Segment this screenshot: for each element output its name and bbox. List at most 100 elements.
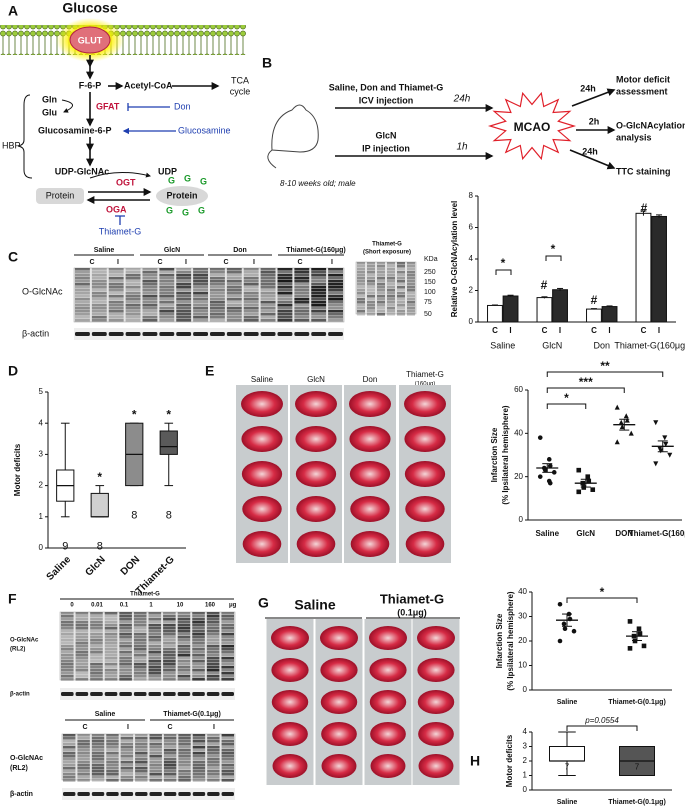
blot-band <box>77 764 90 767</box>
blot-band <box>177 645 191 648</box>
blot-band <box>142 283 158 286</box>
blot-band <box>407 286 415 289</box>
blot-band <box>149 773 162 776</box>
blot-band <box>120 737 134 740</box>
blot-band <box>311 310 327 313</box>
blot-band <box>90 651 103 654</box>
blot-band <box>243 277 259 280</box>
x-tick-label: Thiamet-G(0.1μg) <box>608 799 666 806</box>
actin-band <box>135 792 148 796</box>
blot-band <box>260 307 276 310</box>
blot-band <box>177 654 191 657</box>
blot-band <box>159 319 175 322</box>
blot-band <box>120 743 134 746</box>
actin-band <box>221 792 234 796</box>
blot-band <box>61 666 74 669</box>
blot-band <box>311 307 327 310</box>
blot-band <box>104 654 118 657</box>
blot-band <box>120 764 134 767</box>
blot-band <box>176 274 192 277</box>
blot-band <box>397 295 405 298</box>
blot-band <box>133 612 147 615</box>
blot-band <box>210 274 225 277</box>
column-label: Saline <box>251 375 274 384</box>
blot-band <box>328 298 343 301</box>
blot-band <box>91 737 105 740</box>
blot-band <box>177 642 191 645</box>
blot-band <box>159 274 175 277</box>
blot-band <box>357 265 365 268</box>
blot-band <box>221 746 234 749</box>
blot-band <box>210 298 225 301</box>
brain-slice <box>418 722 454 746</box>
actin-band <box>75 332 90 336</box>
blot-band <box>176 304 192 307</box>
blot-band <box>221 752 234 755</box>
y-axis-label: Infarction Size <box>490 427 499 482</box>
blot-band <box>277 289 293 292</box>
blot-band <box>277 313 293 316</box>
blot-band <box>177 648 191 651</box>
blot-band <box>163 764 177 767</box>
blot-band <box>207 734 220 737</box>
actin-band <box>119 692 132 696</box>
blot-band <box>407 280 415 283</box>
bar <box>487 304 503 323</box>
point <box>627 619 633 624</box>
tca: cycle <box>230 86 251 96</box>
blot-band <box>206 663 220 666</box>
blot-band <box>133 633 147 636</box>
blot-band <box>311 280 327 283</box>
blot-band <box>221 624 234 627</box>
blot-band <box>108 304 124 307</box>
blot-band <box>91 304 107 307</box>
blot-band <box>387 292 395 295</box>
blot-band <box>91 752 105 755</box>
blot-band <box>277 280 293 283</box>
blot-band <box>206 642 220 645</box>
blot-band <box>192 633 205 636</box>
blot-band <box>163 776 177 779</box>
blot-band <box>387 298 395 301</box>
mouse-info: 8-10 weeks old; male <box>280 179 356 188</box>
metabolite: UDP <box>158 166 177 176</box>
blot-band <box>104 648 118 651</box>
metabolite: Gln <box>42 94 57 104</box>
x-tick-label: Thiamet-G(160μg) <box>629 529 685 538</box>
blot-band <box>407 265 415 268</box>
blot-band <box>311 313 327 316</box>
blot-band <box>328 280 343 283</box>
blot-band <box>142 313 158 316</box>
blot-band <box>120 734 134 737</box>
blot-band <box>294 283 310 286</box>
x-tick-label: Thiamet-G(0.1μg) <box>608 699 666 706</box>
point <box>547 463 553 469</box>
lane-label: C <box>89 259 94 266</box>
blot-band <box>177 669 191 672</box>
blot-band <box>357 262 365 265</box>
blot-band <box>63 764 76 767</box>
blot-band <box>104 624 118 627</box>
blot-band <box>163 758 177 761</box>
blot-band <box>159 277 175 280</box>
row-label: (RL2) <box>10 765 28 772</box>
blot-band <box>192 755 206 758</box>
blot-band <box>243 292 259 295</box>
blot-band <box>61 663 74 666</box>
blot-band <box>108 274 124 277</box>
blot-band <box>328 283 343 286</box>
blot-band <box>357 289 365 292</box>
blot-band <box>210 310 225 313</box>
blot-band <box>106 737 119 740</box>
y-axis-label: Relative O-GlcNAcylation level <box>450 201 459 318</box>
blot-band <box>106 758 119 761</box>
lane-label: I <box>185 259 187 266</box>
panel-b: B 8-10 weeks old; male Saline, Don and T… <box>262 55 685 188</box>
annotation: # <box>591 293 598 307</box>
blot-band <box>104 639 118 642</box>
arrow <box>89 172 151 179</box>
actin-band <box>277 332 293 336</box>
blot-band <box>142 271 158 274</box>
blot-band <box>294 298 310 301</box>
blot-band <box>294 295 310 298</box>
